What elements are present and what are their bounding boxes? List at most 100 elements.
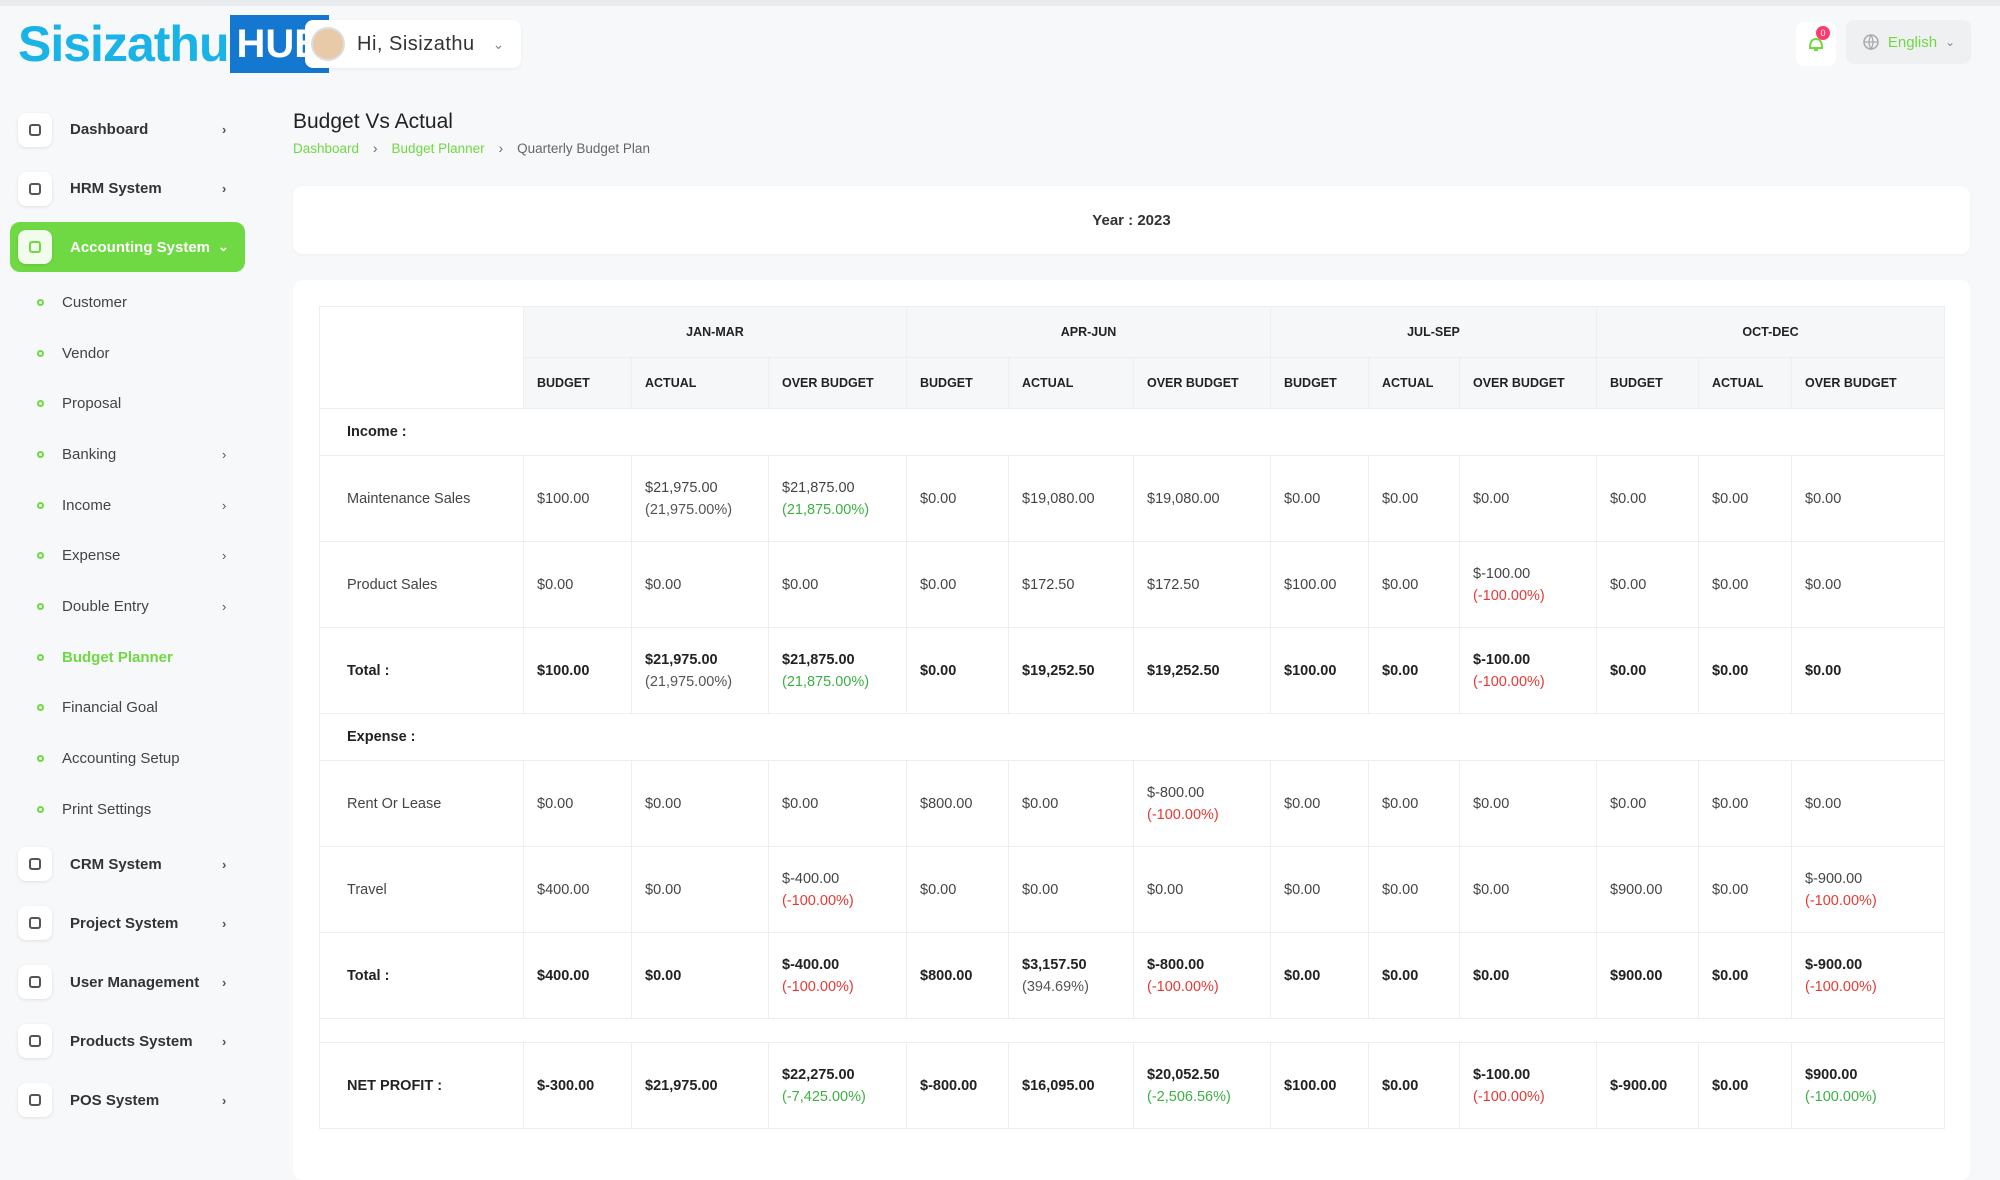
nav-item[interactable]: POS System ›	[0, 1071, 285, 1130]
cell: $-900.00	[1596, 1042, 1699, 1129]
cell: $22,275.00 (-7,425.00%)	[768, 1042, 907, 1129]
amount: $0.00	[1473, 881, 1510, 898]
logo[interactable]: Sisizathu HUB	[18, 14, 330, 74]
amount: $-300.00	[537, 1077, 595, 1094]
nav-subitem[interactable]: Accounting Setup	[0, 733, 285, 784]
amount: $-100.00	[1473, 565, 1531, 582]
nav-item[interactable]: User Management ›	[0, 953, 285, 1012]
nav-label: User Management	[70, 973, 200, 991]
amount: $0.00	[1022, 795, 1059, 812]
amount: $0.00	[1382, 490, 1419, 507]
amount: $900.00	[1610, 967, 1663, 984]
amount: $0.00	[1284, 490, 1321, 507]
cell: $0.00	[1698, 541, 1792, 628]
amount: $19,252.50	[1147, 662, 1220, 679]
cell: $900.00 (-100.00%)	[1791, 1042, 1945, 1129]
bullet	[37, 653, 44, 661]
icon-glyph	[29, 858, 41, 871]
amount: $0.00	[645, 967, 682, 984]
amount: $0.00	[1712, 662, 1749, 679]
cell: $-900.00 (-100.00%)	[1791, 846, 1945, 933]
cell: $400.00	[523, 932, 632, 1019]
percent: (394.69%)	[1022, 978, 1089, 995]
cell: $-400.00 (-100.00%)	[768, 932, 907, 1019]
amount: $0.00	[1712, 576, 1749, 593]
nav-subitem[interactable]: Income ›	[0, 480, 285, 531]
nav-subitem[interactable]: Double Entry ›	[0, 581, 285, 632]
nav-subitem[interactable]: Financial Goal	[0, 683, 285, 734]
chevron: ›	[222, 181, 227, 196]
table-row: Total : $100.00 $21,975.00 (21,975.00%) $21,…	[319, 627, 1945, 714]
amount: $0.00	[1022, 881, 1059, 898]
percent: (-100.00%)	[782, 892, 854, 909]
cell: $21,975.00 (21,975.00%)	[631, 627, 769, 714]
quarter-header: JAN-MAR	[523, 306, 907, 358]
chevron: ›	[222, 1033, 227, 1049]
cell: $0.00	[1270, 846, 1369, 933]
cell: $0.00	[1368, 541, 1460, 628]
amount: $0.00	[537, 576, 574, 593]
cell: $800.00	[906, 932, 1009, 1019]
chevron: ⌄	[218, 239, 229, 254]
nav-item[interactable]: Project System ›	[0, 894, 285, 953]
amount: $21,975.00	[645, 651, 718, 668]
cell: $0.00	[1596, 627, 1699, 714]
nav-subitem[interactable]: Proposal	[0, 378, 285, 429]
nav-label: CRM System	[70, 855, 162, 873]
user-menu[interactable]: Hi, Sisizathu ⌄	[305, 20, 521, 68]
chevron: ›	[222, 446, 227, 462]
nav-subitem[interactable]: Expense ›	[0, 530, 285, 581]
nav-icon	[18, 965, 52, 1000]
amount: $0.00	[1610, 490, 1647, 507]
nav-label: Print Settings	[62, 800, 152, 818]
page: Sisizathu HUB Hi, Sisizathu ⌄ 0 English ⌄ D…	[0, 0, 2000, 1129]
nav-subitem[interactable]: Banking ›	[0, 429, 285, 480]
amount: $-900.00	[1805, 956, 1863, 973]
amount: $0.00	[1382, 967, 1419, 984]
cell: $0.00	[1459, 760, 1597, 847]
cell: $19,080.00	[1008, 455, 1134, 542]
corner	[319, 306, 524, 409]
amount: $0.00	[1473, 795, 1510, 812]
language: English	[1887, 33, 1938, 51]
cell: $400.00	[523, 846, 632, 933]
nav-item[interactable]: Dashboard ›	[0, 100, 285, 159]
cell: $-100.00 (-100.00%)	[1459, 1042, 1597, 1129]
cell: $0.00	[906, 455, 1009, 542]
nav-item[interactable]: HRM System ›	[0, 159, 285, 218]
notifications[interactable]: 0	[1796, 22, 1836, 66]
language-select[interactable]: English ⌄	[1846, 20, 1971, 64]
crumb-link[interactable]: Dashboard	[293, 141, 360, 156]
amount: $172.50	[1147, 576, 1200, 593]
nav-item[interactable]: Products System ›	[0, 1012, 285, 1071]
cell: $0.00	[1368, 627, 1460, 714]
cell: $0.00	[631, 846, 769, 933]
nav-subitem[interactable]: Vendor	[0, 328, 285, 379]
amount: $0.00	[1805, 662, 1842, 679]
column-header: ACTUAL	[1698, 357, 1792, 409]
nav-icon	[18, 171, 52, 206]
cell: $172.50	[1133, 541, 1271, 628]
bullet	[37, 552, 44, 560]
amount: $0.00	[782, 576, 819, 593]
nav-subitem[interactable]: Budget Planner	[0, 632, 285, 683]
row-label: Rent Or Lease	[319, 760, 524, 847]
nav-item[interactable]: CRM System ›	[0, 835, 285, 894]
nav-subitem[interactable]: Customer	[0, 277, 285, 328]
amount: $20,052.50	[1147, 1066, 1220, 1083]
amount: $0.00	[1805, 576, 1842, 593]
nav-subitem[interactable]: Print Settings	[0, 784, 285, 835]
cell: $0.00	[1791, 760, 1945, 847]
cell: $100.00	[1270, 1042, 1369, 1129]
cell: $0.00	[768, 760, 907, 847]
amount: $0.00	[1712, 795, 1749, 812]
nav-item[interactable]: Accounting System ⌄	[10, 222, 245, 272]
bullet	[37, 602, 44, 610]
greeting: Hi, Sisizathu	[357, 32, 475, 55]
cell: $20,052.50 (-2,506.56%)	[1133, 1042, 1271, 1129]
table-row: Product Sales $0.00 $0.00 $0.00 $0.00 $172.50…	[319, 541, 1945, 628]
cell: $19,252.50	[1008, 627, 1134, 714]
chevron: ⌄	[1945, 35, 1956, 49]
nav-icon	[18, 112, 52, 147]
crumb-link[interactable]: Budget Planner	[391, 141, 485, 156]
